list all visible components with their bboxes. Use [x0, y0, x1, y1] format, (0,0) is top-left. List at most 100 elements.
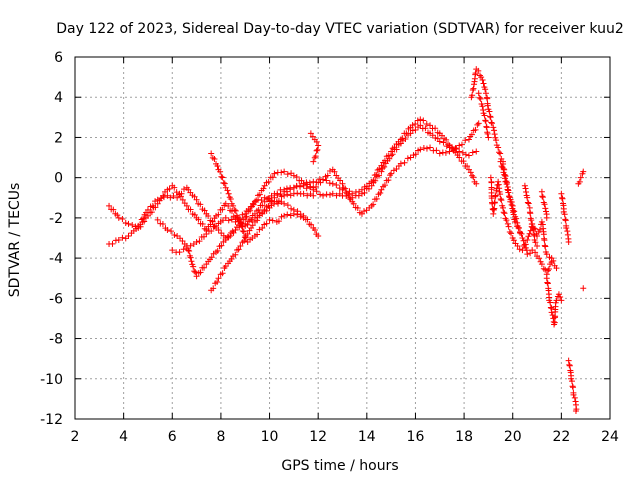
x-tick-label: 2	[71, 429, 80, 445]
data-point	[109, 240, 116, 247]
series-track-f	[208, 190, 317, 294]
data-point	[209, 218, 216, 225]
data-point	[475, 120, 482, 127]
data-point	[241, 234, 248, 241]
data-point	[115, 214, 122, 221]
data-point	[488, 119, 495, 126]
data-point	[541, 237, 548, 244]
data-point	[553, 265, 560, 272]
data-point	[491, 199, 498, 206]
data-point	[427, 122, 434, 129]
data-point	[294, 211, 301, 218]
data-point	[547, 299, 554, 306]
data-point	[219, 174, 226, 181]
data-point	[570, 384, 577, 391]
data-point	[271, 170, 278, 177]
x-axis-label: GPS time / hours	[281, 458, 398, 474]
data-point	[564, 228, 571, 235]
data-point	[261, 182, 268, 189]
data-point	[429, 132, 436, 139]
data-point	[497, 158, 504, 165]
data-point	[391, 144, 398, 151]
data-point	[389, 151, 396, 158]
data-point	[520, 237, 527, 244]
data-point	[230, 202, 237, 209]
data-point	[361, 189, 368, 196]
data-point	[495, 178, 502, 185]
data-point	[266, 216, 273, 223]
data-point	[219, 206, 226, 213]
data-point	[310, 192, 317, 199]
data-point	[281, 200, 288, 207]
data-point	[547, 304, 554, 311]
data-point	[138, 216, 145, 223]
data-point	[313, 147, 320, 154]
data-point	[210, 285, 217, 292]
data-point	[473, 148, 480, 155]
data-point	[300, 214, 307, 221]
data-point	[568, 378, 575, 385]
data-point	[320, 176, 327, 183]
data-point	[345, 191, 352, 198]
data-point	[440, 139, 447, 146]
data-point	[205, 212, 212, 219]
data-point	[349, 190, 356, 197]
data-point	[125, 232, 132, 239]
data-point	[214, 278, 221, 285]
data-point	[482, 117, 489, 124]
data-point	[436, 150, 443, 157]
data-point	[543, 275, 550, 282]
data-point	[275, 197, 282, 204]
data-point	[208, 150, 215, 157]
data-point	[462, 151, 469, 158]
data-point	[539, 193, 546, 200]
data-point	[176, 249, 183, 256]
x-tick-label: 14	[358, 429, 376, 445]
data-point	[243, 213, 250, 220]
data-point	[477, 95, 484, 102]
data-point	[508, 230, 515, 237]
data-point	[504, 220, 511, 227]
y-tick-label: -8	[49, 332, 63, 348]
data-point	[201, 207, 208, 214]
data-point	[174, 194, 181, 201]
data-point	[540, 265, 547, 272]
data-point	[565, 239, 572, 246]
data-point	[390, 167, 397, 174]
data-point	[190, 263, 197, 270]
data-point	[381, 157, 388, 164]
data-point	[386, 172, 393, 179]
data-point	[487, 113, 494, 120]
data-point	[397, 136, 404, 143]
data-point	[214, 247, 221, 254]
data-point	[491, 131, 498, 138]
data-point	[464, 163, 471, 170]
data-point	[197, 201, 204, 208]
data-point	[220, 179, 227, 186]
data-point	[242, 214, 249, 221]
data-point	[214, 162, 221, 169]
data-point	[196, 238, 203, 245]
data-point	[160, 194, 167, 201]
series-track-e	[208, 130, 322, 246]
data-point	[385, 177, 392, 184]
data-point	[149, 202, 156, 209]
data-point	[484, 102, 491, 109]
data-point	[403, 130, 410, 137]
data-point	[259, 202, 266, 209]
scatter-points	[106, 66, 587, 414]
data-point	[557, 293, 564, 300]
data-point	[482, 90, 489, 97]
data-point	[188, 258, 195, 265]
data-point	[399, 135, 406, 142]
data-point	[465, 136, 472, 143]
x-tick-label: 24	[601, 429, 619, 445]
data-point	[514, 243, 521, 250]
y-tick-label: -12	[40, 412, 63, 428]
data-point	[288, 205, 295, 212]
data-point	[401, 159, 408, 166]
data-point	[526, 230, 533, 237]
data-point	[232, 226, 239, 233]
data-point	[536, 255, 543, 262]
